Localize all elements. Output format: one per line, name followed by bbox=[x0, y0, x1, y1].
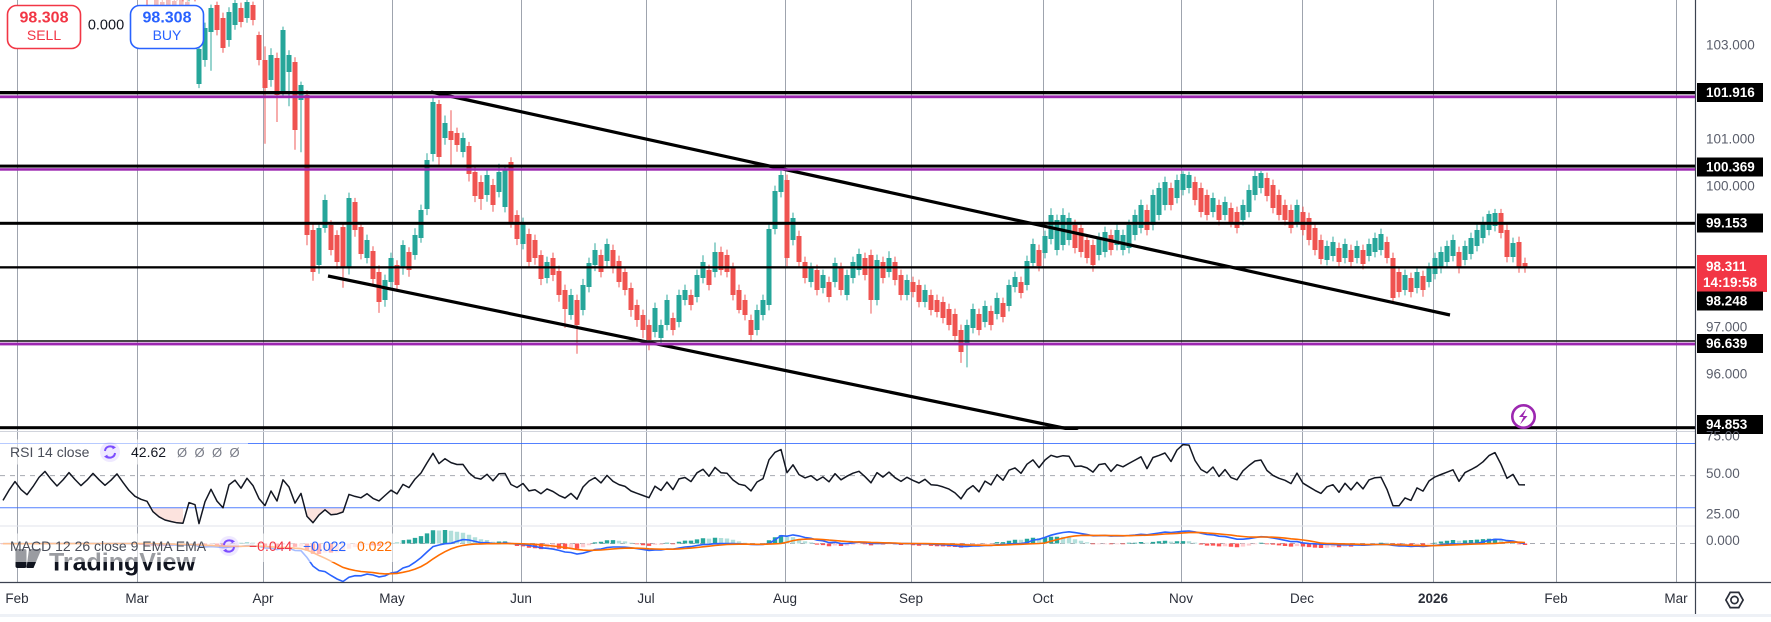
svg-text:98.248: 98.248 bbox=[1706, 294, 1748, 309]
svg-text:SELL: SELL bbox=[27, 27, 61, 43]
svg-text:Ø: Ø bbox=[212, 445, 222, 460]
svg-text:94.853: 94.853 bbox=[1706, 417, 1748, 432]
svg-text:96.000: 96.000 bbox=[1706, 367, 1747, 382]
svg-text:Mar: Mar bbox=[125, 591, 149, 606]
svg-text:2026: 2026 bbox=[1418, 591, 1449, 606]
svg-text:May: May bbox=[379, 591, 405, 606]
svg-text:Dec: Dec bbox=[1290, 591, 1314, 606]
svg-text:99.153: 99.153 bbox=[1706, 216, 1748, 231]
svg-text:Ø: Ø bbox=[195, 445, 205, 460]
svg-text:Nov: Nov bbox=[1169, 591, 1193, 606]
svg-text:98.308: 98.308 bbox=[20, 10, 69, 27]
svg-text:75.00: 75.00 bbox=[1706, 429, 1740, 444]
svg-text:98.311: 98.311 bbox=[1706, 259, 1747, 274]
svg-text:96.639: 96.639 bbox=[1706, 336, 1747, 351]
svg-text:Jul: Jul bbox=[637, 591, 654, 606]
svg-text:Sep: Sep bbox=[899, 591, 923, 606]
svg-text:Ø: Ø bbox=[230, 445, 240, 460]
svg-text:Feb: Feb bbox=[1544, 591, 1567, 606]
svg-text:Jun: Jun bbox=[510, 591, 532, 606]
svg-text:−0.044: −0.044 bbox=[249, 538, 292, 554]
svg-text:Feb: Feb bbox=[5, 591, 28, 606]
svg-text:14:19:58: 14:19:58 bbox=[1703, 275, 1758, 290]
svg-text:42.62: 42.62 bbox=[131, 444, 166, 460]
svg-text:98.308: 98.308 bbox=[143, 10, 192, 27]
svg-text:BUY: BUY bbox=[153, 27, 182, 43]
svg-text:103.000: 103.000 bbox=[1706, 38, 1755, 53]
svg-text:50.00: 50.00 bbox=[1706, 466, 1740, 481]
svg-text:Apr: Apr bbox=[252, 591, 274, 606]
svg-text:Aug: Aug bbox=[773, 591, 797, 606]
svg-text:0.000: 0.000 bbox=[1706, 533, 1740, 548]
svg-text:97.000: 97.000 bbox=[1706, 320, 1747, 335]
svg-text:100.000: 100.000 bbox=[1706, 179, 1755, 194]
svg-text:0.022: 0.022 bbox=[357, 538, 392, 554]
svg-text:0.000: 0.000 bbox=[88, 18, 124, 34]
svg-text:100.369: 100.369 bbox=[1706, 160, 1755, 175]
svg-text:101.916: 101.916 bbox=[1706, 85, 1755, 100]
svg-text:MACD 12 26 close 9 EMA EMA: MACD 12 26 close 9 EMA EMA bbox=[10, 538, 207, 554]
svg-text:RSI 14 close: RSI 14 close bbox=[10, 444, 90, 460]
svg-text:Ø: Ø bbox=[177, 445, 187, 460]
svg-text:101.000: 101.000 bbox=[1706, 132, 1755, 147]
svg-text:Mar: Mar bbox=[1664, 591, 1688, 606]
svg-text:25.00: 25.00 bbox=[1706, 507, 1740, 522]
svg-text:−0.022: −0.022 bbox=[303, 538, 346, 554]
svg-text:Oct: Oct bbox=[1032, 591, 1053, 606]
